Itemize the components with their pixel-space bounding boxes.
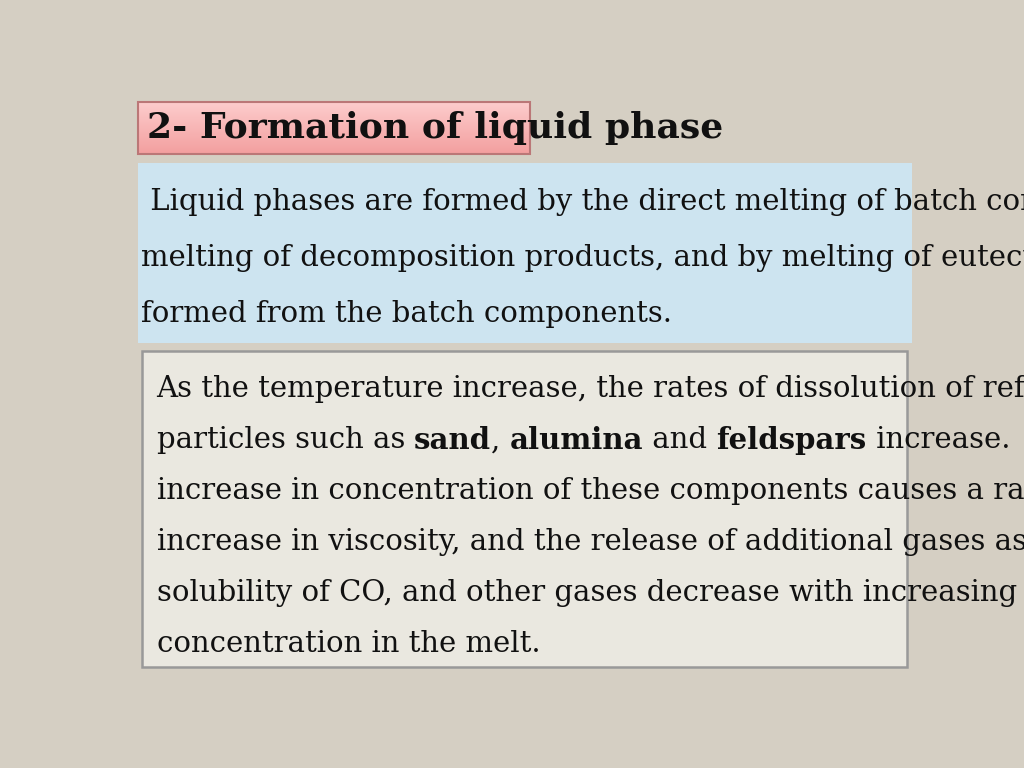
Text: particles such as: particles such as bbox=[157, 426, 414, 455]
Text: increase in concentration of these components causes a rapid: increase in concentration of these compo… bbox=[157, 477, 1024, 505]
FancyBboxPatch shape bbox=[137, 163, 912, 343]
Text: and: and bbox=[643, 426, 717, 455]
Text: concentration in the melt.: concentration in the melt. bbox=[157, 630, 541, 657]
Text: 2- Formation of liquid phase: 2- Formation of liquid phase bbox=[147, 111, 723, 145]
Text: feldspars: feldspars bbox=[717, 426, 866, 455]
Text: solubility of CO, and other gases decrease with increasing silica: solubility of CO, and other gases decrea… bbox=[157, 579, 1024, 607]
Text: melting of decomposition products, and by melting of eutectic mixture: melting of decomposition products, and b… bbox=[141, 244, 1024, 272]
Text: increase in viscosity, and the release of additional gases as the: increase in viscosity, and the release o… bbox=[157, 528, 1024, 556]
FancyBboxPatch shape bbox=[142, 350, 907, 667]
Text: alumina: alumina bbox=[510, 426, 643, 455]
Text: ,: , bbox=[492, 426, 510, 455]
Text: As the temperature increase, the rates of dissolution of refractory: As the temperature increase, the rates o… bbox=[157, 376, 1024, 403]
Text: increase.  The: increase. The bbox=[866, 426, 1024, 455]
Text: sand: sand bbox=[414, 426, 492, 455]
Text: Liquid phases are formed by the direct melting of batch components, by: Liquid phases are formed by the direct m… bbox=[141, 188, 1024, 216]
Text: formed from the batch components.: formed from the batch components. bbox=[141, 300, 673, 328]
